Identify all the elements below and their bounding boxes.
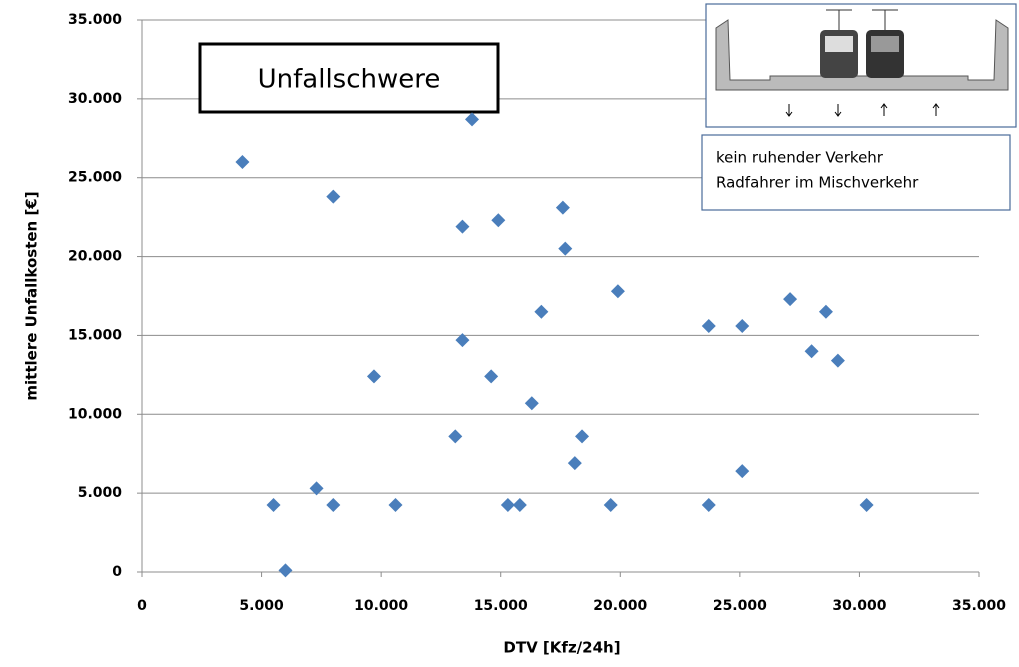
point [783,292,798,307]
point [558,241,573,256]
point [266,497,281,512]
x-tick-label: 20.000 [593,598,647,614]
point [484,369,499,384]
point [555,200,570,215]
y-tick-label: 30.000 [68,91,122,107]
x-tick-label: 15.000 [474,598,528,614]
x-axis-label: DTV [Kfz/24h] [503,639,620,657]
annotation: kein ruhender Verkehr [716,149,884,167]
y-tick-label: 0 [112,564,122,580]
x-tick-label: 0 [137,598,147,614]
point [455,219,470,234]
y-tick-label: 35.000 [68,12,122,28]
point [735,318,750,333]
y-tick-label: 5.000 [78,485,123,501]
point [326,497,341,512]
point [575,429,590,444]
annotation: Radfahrer im Mischverkehr [716,174,919,192]
point [735,464,750,479]
point [491,213,506,228]
point [818,304,833,319]
point [465,112,480,127]
point [567,456,582,471]
point [448,429,463,444]
x-tick-label: 30.000 [832,598,886,614]
point [859,497,874,512]
y-axis-label: mittlere Unfallkosten [€] [23,191,41,400]
point [830,353,845,368]
x-tick-label: 25.000 [713,598,767,614]
y-tick-label: 10.000 [68,406,122,422]
point [309,481,324,496]
point [366,369,381,384]
point [388,497,403,512]
point [610,284,625,299]
y-tick-label: 15.000 [68,327,122,343]
point [804,344,819,359]
point [701,318,716,333]
point [278,563,293,578]
point [603,497,618,512]
point [524,396,539,411]
inset-diagram [701,3,1017,211]
y-tick-label: 25.000 [68,170,122,186]
title-box [198,42,500,114]
point [534,304,549,319]
x-tick-label: 5.000 [239,598,284,614]
x-tick-label: 35.000 [952,598,1006,614]
point [701,497,716,512]
x-tick-label: 10.000 [354,598,408,614]
point [512,497,527,512]
point [500,497,515,512]
point [455,333,470,348]
point [235,154,250,169]
chart-title: Unfallschwere [258,65,441,95]
point [326,189,341,204]
y-tick-label: 20.000 [68,249,122,265]
